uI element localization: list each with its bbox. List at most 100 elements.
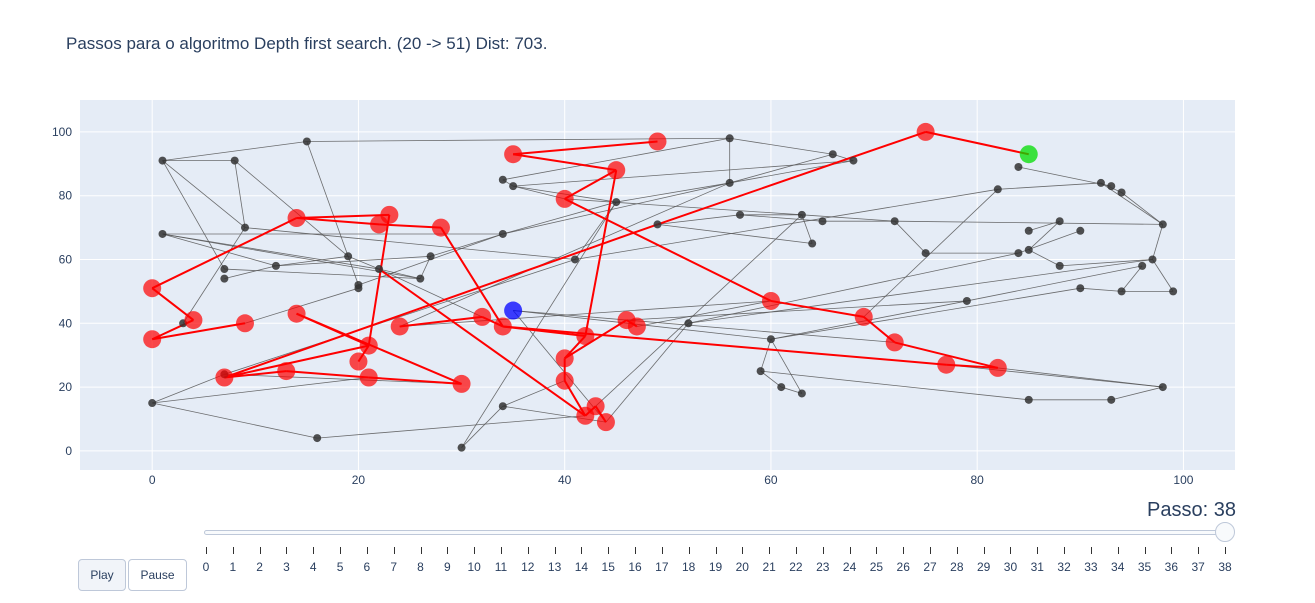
graph-edge — [347, 255, 380, 270]
slider-tick-label[interactable]: 24 — [842, 560, 857, 574]
graph-edge — [502, 380, 565, 407]
slider-tick-label[interactable]: 25 — [869, 560, 884, 574]
graph-node — [1148, 255, 1157, 264]
graph-node — [849, 156, 858, 165]
graph-node — [354, 284, 363, 293]
path-node — [555, 189, 574, 208]
slider-tick-label[interactable]: 17 — [655, 560, 669, 574]
slider-tick-label[interactable]: 26 — [896, 560, 910, 574]
graph-edge — [636, 300, 772, 327]
slider-tick-label[interactable]: 36 — [1164, 560, 1179, 574]
slider-tick-label[interactable]: 20 — [735, 560, 749, 574]
graph-node — [993, 185, 1002, 194]
slider-tick-label[interactable]: 29 — [976, 560, 991, 574]
slider-tick-label[interactable]: 4 — [309, 560, 317, 574]
graph-node — [509, 182, 518, 191]
graph-node — [498, 402, 507, 411]
graph-edge — [234, 160, 349, 257]
step-slider-handle[interactable] — [1215, 522, 1235, 542]
slider-tick-label[interactable]: 12 — [521, 560, 535, 574]
graph-node — [1107, 182, 1116, 191]
slider-tick-label[interactable]: 38 — [1218, 560, 1232, 574]
graph-node — [890, 217, 899, 226]
graph-node — [1076, 284, 1085, 293]
chart-title: Passos para o algoritmo Depth first sear… — [66, 34, 548, 53]
path-edge — [564, 319, 628, 360]
slider-tick-label[interactable]: 34 — [1111, 560, 1125, 574]
slider-tick-label[interactable]: 31 — [1030, 560, 1044, 574]
graph-edge — [513, 160, 854, 187]
slider-tick — [903, 547, 905, 554]
path-edge — [925, 130, 1029, 156]
graph-edge — [1152, 224, 1164, 260]
path-node — [937, 355, 956, 374]
slider-tick-label[interactable]: 21 — [762, 560, 776, 574]
slider-tick-label[interactable]: 10 — [467, 560, 481, 574]
graph-edge — [275, 255, 431, 267]
slider-tick-label[interactable]: 32 — [1057, 560, 1071, 574]
slider-tick-label[interactable]: 7 — [390, 560, 398, 574]
path-edge — [513, 140, 658, 156]
graph-node — [344, 252, 353, 261]
slider-tick-label[interactable]: 9 — [443, 560, 451, 574]
graph-edge — [626, 300, 967, 321]
slider-tick — [1225, 547, 1226, 554]
slider-tick-label[interactable]: 6 — [363, 560, 371, 574]
play-button[interactable]: Play — [78, 559, 126, 591]
path-node — [761, 291, 780, 310]
graph-node — [158, 156, 167, 165]
slider-tick — [661, 547, 663, 554]
graph-node — [498, 229, 507, 238]
x-tick-label: 80 — [971, 473, 985, 487]
slider-tick — [1090, 547, 1092, 554]
path-node — [627, 317, 646, 336]
slider-tick — [313, 547, 315, 554]
graph-node — [271, 261, 280, 270]
slider-tick-label[interactable]: 22 — [789, 560, 803, 574]
graph-edge — [760, 370, 1029, 401]
graph-node — [725, 178, 734, 187]
path-edge — [296, 213, 390, 220]
pause-button[interactable]: Pause — [128, 559, 187, 591]
slider-tick-label[interactable]: 35 — [1137, 560, 1152, 574]
slider-tick — [1144, 547, 1146, 554]
slider-tick-label[interactable]: 11 — [494, 560, 508, 574]
slider-tick-label[interactable]: 15 — [601, 560, 615, 574]
slider-tick-label[interactable]: 33 — [1084, 560, 1098, 574]
goal-node — [1019, 145, 1038, 164]
graph-edge — [152, 402, 318, 439]
slider-tick-label[interactable]: 3 — [283, 560, 290, 574]
step-slider[interactable] — [204, 530, 1226, 535]
graph-edge — [152, 373, 225, 404]
path-node — [349, 352, 368, 371]
slider-tick-label[interactable]: 13 — [547, 560, 562, 574]
slider-tick-label[interactable]: 30 — [1003, 560, 1018, 574]
slider-tick — [366, 547, 368, 554]
slider-tick-label[interactable]: 5 — [336, 560, 344, 574]
slider-tick-label[interactable]: 23 — [816, 560, 830, 574]
graph-nodes — [148, 134, 1178, 452]
slider-tick-label[interactable]: 27 — [923, 560, 937, 574]
slider-tick-label[interactable]: 2 — [256, 560, 263, 574]
path-edge — [657, 130, 926, 226]
slider-tick-label[interactable]: 18 — [681, 560, 696, 574]
slider-tick-label[interactable]: 16 — [628, 560, 642, 574]
slider-tick-label[interactable]: 8 — [417, 560, 424, 574]
graph-node — [736, 210, 744, 219]
graph-edge — [162, 160, 225, 270]
graph-edge — [1121, 265, 1143, 292]
slider-tick-label[interactable]: 19 — [708, 560, 723, 574]
slider-tick — [1064, 547, 1066, 554]
slider-tick — [1037, 547, 1039, 554]
slider-tick-label[interactable]: 0 — [202, 560, 210, 574]
slider-tick-label[interactable]: 37 — [1191, 560, 1205, 574]
path-node — [184, 311, 203, 330]
graph-node — [1014, 249, 1023, 258]
graph-node — [1024, 226, 1033, 235]
path-edge — [564, 169, 617, 200]
slider-tick-label[interactable]: 1 — [229, 560, 237, 574]
slider-tick-label[interactable]: 14 — [574, 560, 589, 574]
graph-edge — [605, 323, 689, 423]
slider-tick-label[interactable]: 28 — [950, 560, 964, 574]
path-node — [452, 374, 471, 393]
